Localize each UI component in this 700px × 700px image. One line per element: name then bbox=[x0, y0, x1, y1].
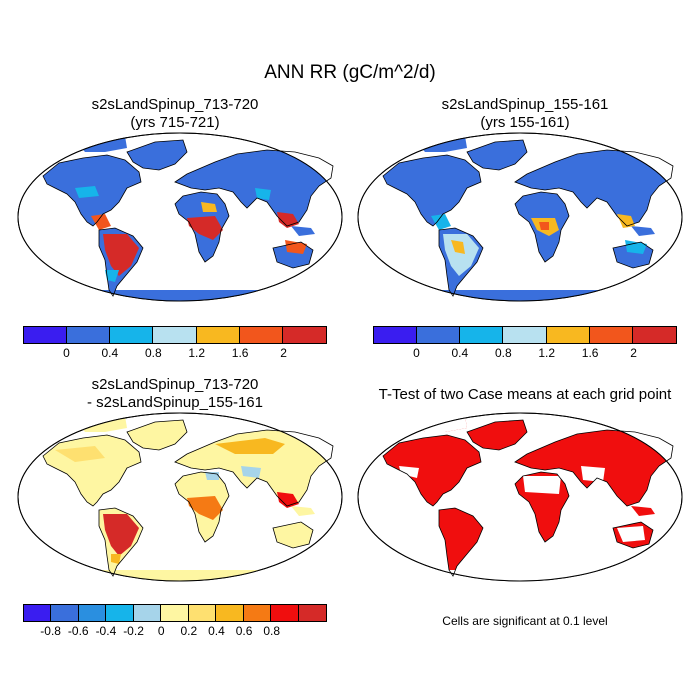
colorbar-tick-label: 0.6 bbox=[235, 624, 253, 638]
colorbar-swatch bbox=[106, 605, 134, 621]
panel2-title-line2: (yrs 155-161) bbox=[480, 114, 570, 131]
colorbar-diff-ticks: -0.8 -0.6 -0.4 -0.2 0 0.2 0.4 0.6 0.8 bbox=[23, 624, 327, 640]
panel2-map bbox=[357, 132, 683, 302]
panel3-title: s2sLandSpinup_713-720 - s2sLandSpinup_15… bbox=[20, 376, 330, 412]
colorbar-tick-label: 1.2 bbox=[538, 346, 556, 360]
colorbar-swatch bbox=[239, 327, 283, 343]
colorbar-main-right bbox=[373, 326, 677, 344]
colorbar-tick-label: 0 bbox=[63, 346, 70, 360]
panel3-map bbox=[17, 412, 343, 582]
colorbar-tick-label: 0 bbox=[157, 624, 165, 638]
panel4-title: T-Test of two Case means at each grid po… bbox=[350, 386, 700, 404]
colorbar-swatch bbox=[298, 605, 326, 621]
colorbar-swatch bbox=[589, 327, 633, 343]
colorbar-swatch bbox=[460, 327, 504, 343]
colorbar-swatch bbox=[374, 327, 418, 343]
colorbar-swatch bbox=[78, 605, 107, 621]
panel1-title: s2sLandSpinup_713-720 (yrs 715-721) bbox=[20, 96, 330, 132]
colorbar-tick-label: 0.8 bbox=[263, 624, 281, 638]
colorbar-tick-label: 0.4 bbox=[451, 346, 469, 360]
colorbar-diff bbox=[23, 604, 327, 622]
colorbar-swatch bbox=[546, 327, 590, 343]
colorbar-main-left bbox=[23, 326, 327, 344]
colorbar-main-left-ticks: 0 0.4 0.8 1.2 1.6 2 bbox=[23, 346, 327, 362]
colorbar-tick-label: 0.8 bbox=[494, 346, 512, 360]
panel1-title-line2: (yrs 715-721) bbox=[130, 114, 220, 131]
colorbar-main-right-ticks: 0 0.4 0.8 1.2 1.6 2 bbox=[373, 346, 677, 362]
colorbar-swatch bbox=[161, 605, 189, 621]
colorbar-swatch bbox=[417, 327, 461, 343]
colorbar-swatch bbox=[188, 605, 217, 621]
colorbar-swatch bbox=[503, 327, 547, 343]
colorbar-tick-label: 0.8 bbox=[144, 346, 162, 360]
colorbar-tick-label: 0.4 bbox=[208, 624, 225, 638]
panel4-map bbox=[357, 412, 683, 582]
colorbar-tick-label: 0 bbox=[413, 346, 420, 360]
colorbar-swatch bbox=[110, 327, 154, 343]
colorbar-swatch bbox=[196, 327, 240, 343]
colorbar-tick-label: -0.8 bbox=[40, 624, 61, 638]
colorbar-tick-label: 1.6 bbox=[231, 346, 249, 360]
colorbar-swatch bbox=[271, 605, 299, 621]
colorbar-tick-label: -0.2 bbox=[123, 624, 144, 638]
significance-note: Cells are significant at 0.1 level bbox=[442, 614, 608, 628]
colorbar-swatch bbox=[153, 327, 197, 343]
colorbar-tick-label: 0.2 bbox=[180, 624, 198, 638]
colorbar-tick-label: -0.4 bbox=[95, 624, 117, 638]
colorbar-tick-label: 0.4 bbox=[101, 346, 119, 360]
colorbar-swatch bbox=[67, 327, 111, 343]
panel4-title-line1: T-Test of two Case means at each grid po… bbox=[378, 386, 672, 403]
panel2-title: s2sLandSpinup_155-161 (yrs 155-161) bbox=[370, 96, 680, 132]
panel1-map bbox=[17, 132, 343, 302]
colorbar-swatch bbox=[282, 327, 326, 343]
colorbar-swatch bbox=[216, 605, 244, 621]
colorbar-swatch bbox=[632, 327, 676, 343]
panel2-title-line1: s2sLandSpinup_155-161 bbox=[441, 96, 609, 113]
panel1-title-line1: s2sLandSpinup_713-720 bbox=[91, 96, 259, 113]
panel3-title-line1: s2sLandSpinup_713-720 bbox=[91, 376, 259, 393]
colorbar-swatch bbox=[133, 605, 162, 621]
colorbar-swatch bbox=[243, 605, 272, 621]
panel3-title-line2: - s2sLandSpinup_155-161 bbox=[87, 394, 263, 411]
main-title: ANN RR (gC/m^2/d) bbox=[264, 62, 436, 83]
colorbar-swatch bbox=[51, 605, 79, 621]
colorbar-tick-label: 1.6 bbox=[581, 346, 599, 360]
colorbar-swatch bbox=[24, 605, 52, 621]
colorbar-swatch bbox=[24, 327, 68, 343]
colorbar-tick-label: -0.6 bbox=[67, 624, 89, 638]
colorbar-tick-label: 2 bbox=[280, 346, 287, 360]
colorbar-tick-label: 2 bbox=[630, 346, 637, 360]
colorbar-tick-label: 1.2 bbox=[188, 346, 206, 360]
